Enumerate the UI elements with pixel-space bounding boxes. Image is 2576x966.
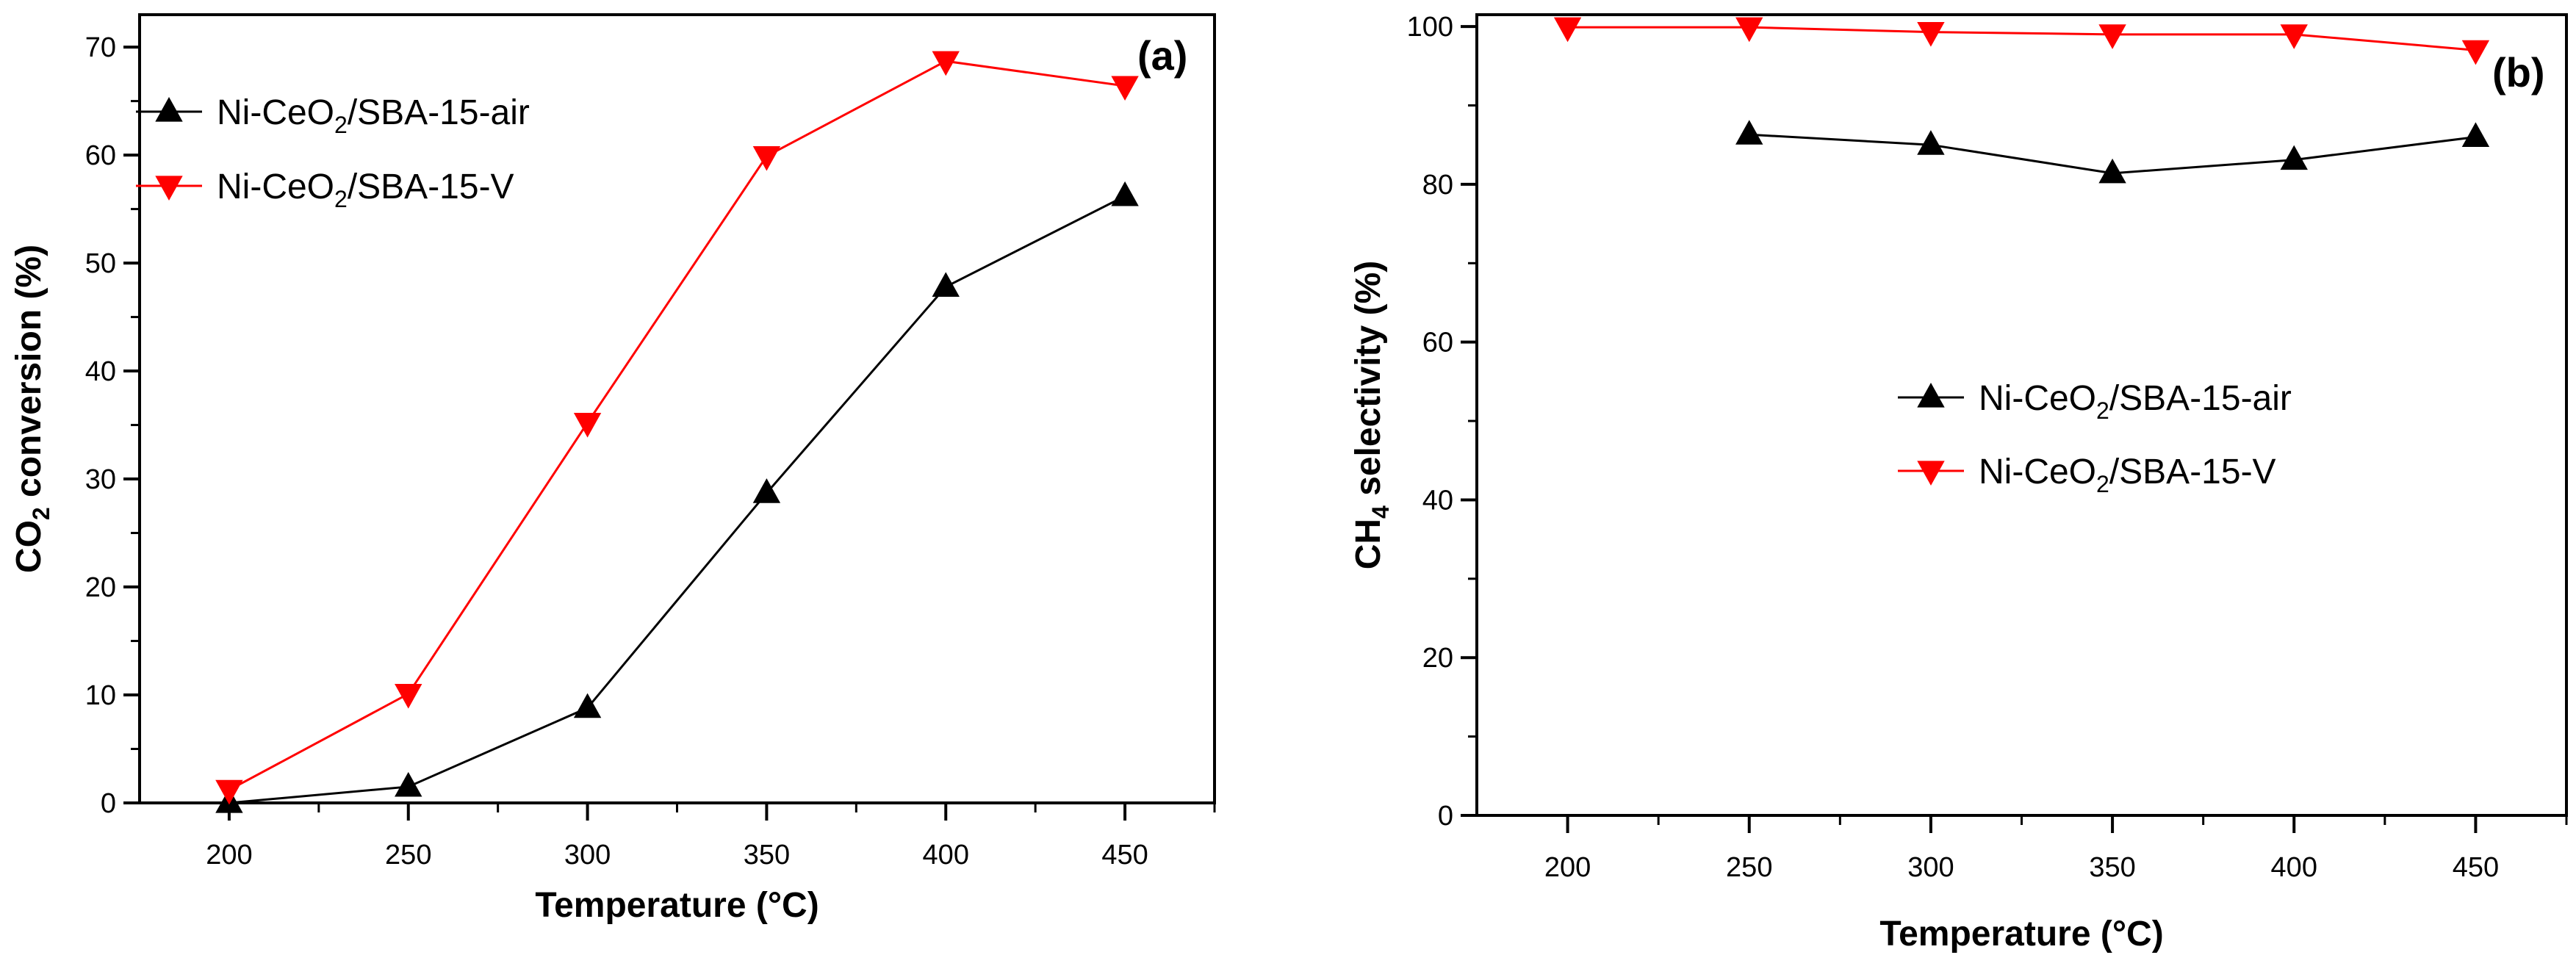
series-line (1567, 26, 2476, 51)
legend-label-subscript: 2 (334, 112, 348, 138)
y-tick-label: 100 (1407, 12, 1453, 43)
x-tick-label: 350 (2089, 852, 2135, 883)
y-tick-label: 20 (85, 572, 116, 603)
data-point (1111, 181, 1139, 206)
y-tick-label: 60 (85, 140, 116, 171)
x-tick-label: 400 (2271, 852, 2317, 883)
x-tick-label: 400 (923, 840, 969, 871)
x-tick-label: 200 (1544, 852, 1591, 883)
legend-label: Ni-CeO2/SBA-15-V (217, 167, 514, 212)
legend-marker (155, 176, 183, 201)
legend-label: Ni-CeO2/SBA-15-V (1979, 453, 2276, 497)
data-point (2280, 145, 2308, 170)
y-tick-label: 40 (85, 356, 116, 387)
data-point (932, 51, 960, 76)
legend-label-subscript: 2 (2096, 471, 2109, 497)
y-axis-title: CO2 conversion (%) (10, 245, 54, 573)
data-point (752, 145, 781, 171)
panel-label: (a) (1137, 32, 1187, 79)
y-axis-title-subscript: 2 (28, 507, 54, 520)
legend-label-post: /SBA-15-air (2109, 379, 2292, 418)
x-tick-label: 300 (564, 840, 611, 871)
panel-label: (b) (2492, 49, 2545, 95)
x-tick-label: 350 (744, 840, 790, 871)
data-point (1553, 17, 1582, 43)
data-point (573, 693, 602, 718)
data-point (2098, 158, 2126, 184)
y-tick-label: 30 (85, 464, 116, 495)
legend-entry: Ni-CeO2/SBA-15-air (136, 93, 530, 138)
data-point (1735, 120, 1763, 145)
legend-label-post: /SBA-15-V (2109, 453, 2276, 491)
legend-label: Ni-CeO2/SBA-15-air (1979, 379, 2292, 424)
y-tick-label: 20 (1422, 643, 1453, 674)
data-point (1917, 130, 1945, 155)
legend-marker (1917, 382, 1945, 408)
legend-label-subscript: 2 (2096, 397, 2109, 424)
y-axis-title: CH4 selectivity (%) (1349, 261, 1394, 570)
legend-label-pre: Ni-CeO (1979, 379, 2096, 418)
legend-label-subscript: 2 (334, 186, 348, 212)
data-point (2461, 122, 2490, 148)
x-tick-label: 450 (1101, 840, 1148, 871)
legend-label-pre: Ni-CeO (1979, 453, 2096, 491)
chart-panel-b: 200 250 300 350 400 450 0 20 40 60 80 100 Temperatur… (1349, 12, 2568, 954)
data-point (215, 779, 243, 805)
x-tick-label: 450 (2453, 852, 2499, 883)
legend-label: Ni-CeO2/SBA-15-air (217, 93, 530, 138)
x-tick-label: 250 (385, 840, 431, 871)
series-air (215, 181, 1139, 813)
plot-frame (138, 13, 1216, 804)
data-point (2098, 24, 2126, 49)
y-axis-title-subscript: 4 (1367, 505, 1394, 519)
data-point (2280, 24, 2308, 49)
series-v (215, 51, 1139, 805)
series-line (229, 60, 1126, 791)
y-axis-title-main: CO (10, 520, 48, 573)
data-point (1111, 76, 1139, 101)
chart-panel-a: 200 250 300 350 400 450 0 10 20 30 40 50 60 70 Tempera… (10, 13, 1216, 925)
series-v (1553, 17, 2490, 65)
legend-entry: Ni-CeO2/SBA-15-V (136, 167, 514, 212)
y-tick-label: 0 (101, 788, 116, 819)
x-tick-label: 250 (1726, 852, 1772, 883)
x-axis-title: Temperature (°C) (1879, 915, 2163, 954)
legend-entry: Ni-CeO2/SBA-15-air (1898, 379, 2292, 424)
x-axis-title: Temperature (°C) (535, 886, 819, 925)
data-point (752, 478, 781, 503)
data-point (395, 683, 422, 709)
legend-entry: Ni-CeO2/SBA-15-V (1898, 453, 2276, 497)
x-tick-label: 300 (1907, 852, 1954, 883)
y-tick-label: 40 (1422, 485, 1453, 516)
data-point (2461, 40, 2490, 65)
series-air (1735, 120, 2490, 184)
y-tick-label: 10 (85, 680, 116, 711)
data-point (1917, 22, 1945, 47)
legend-label-pre: Ni-CeO (217, 167, 334, 206)
legend-marker (1917, 461, 1945, 486)
y-tick-label: 70 (85, 32, 116, 63)
x-tick-label: 200 (206, 840, 252, 871)
legend-marker (155, 96, 183, 122)
y-tick-label: 60 (1422, 328, 1453, 358)
y-tick-label: 0 (1438, 801, 1453, 832)
legend-label-post: /SBA-15-air (348, 93, 530, 132)
legend-label-post: /SBA-15-V (348, 167, 514, 206)
y-axis-title-rest: selectivity (%) (1349, 261, 1388, 505)
y-axis-title-main: CH (1349, 519, 1388, 569)
y-tick-label: 80 (1422, 170, 1453, 201)
data-point (573, 413, 602, 438)
data-point (1735, 17, 1763, 43)
data-point (932, 272, 960, 297)
y-axis-title-rest: conversion (%) (10, 245, 48, 507)
data-point (395, 771, 422, 797)
y-tick-label: 50 (85, 248, 116, 279)
legend-label-pre: Ni-CeO (217, 93, 334, 132)
series-line (229, 195, 1126, 804)
